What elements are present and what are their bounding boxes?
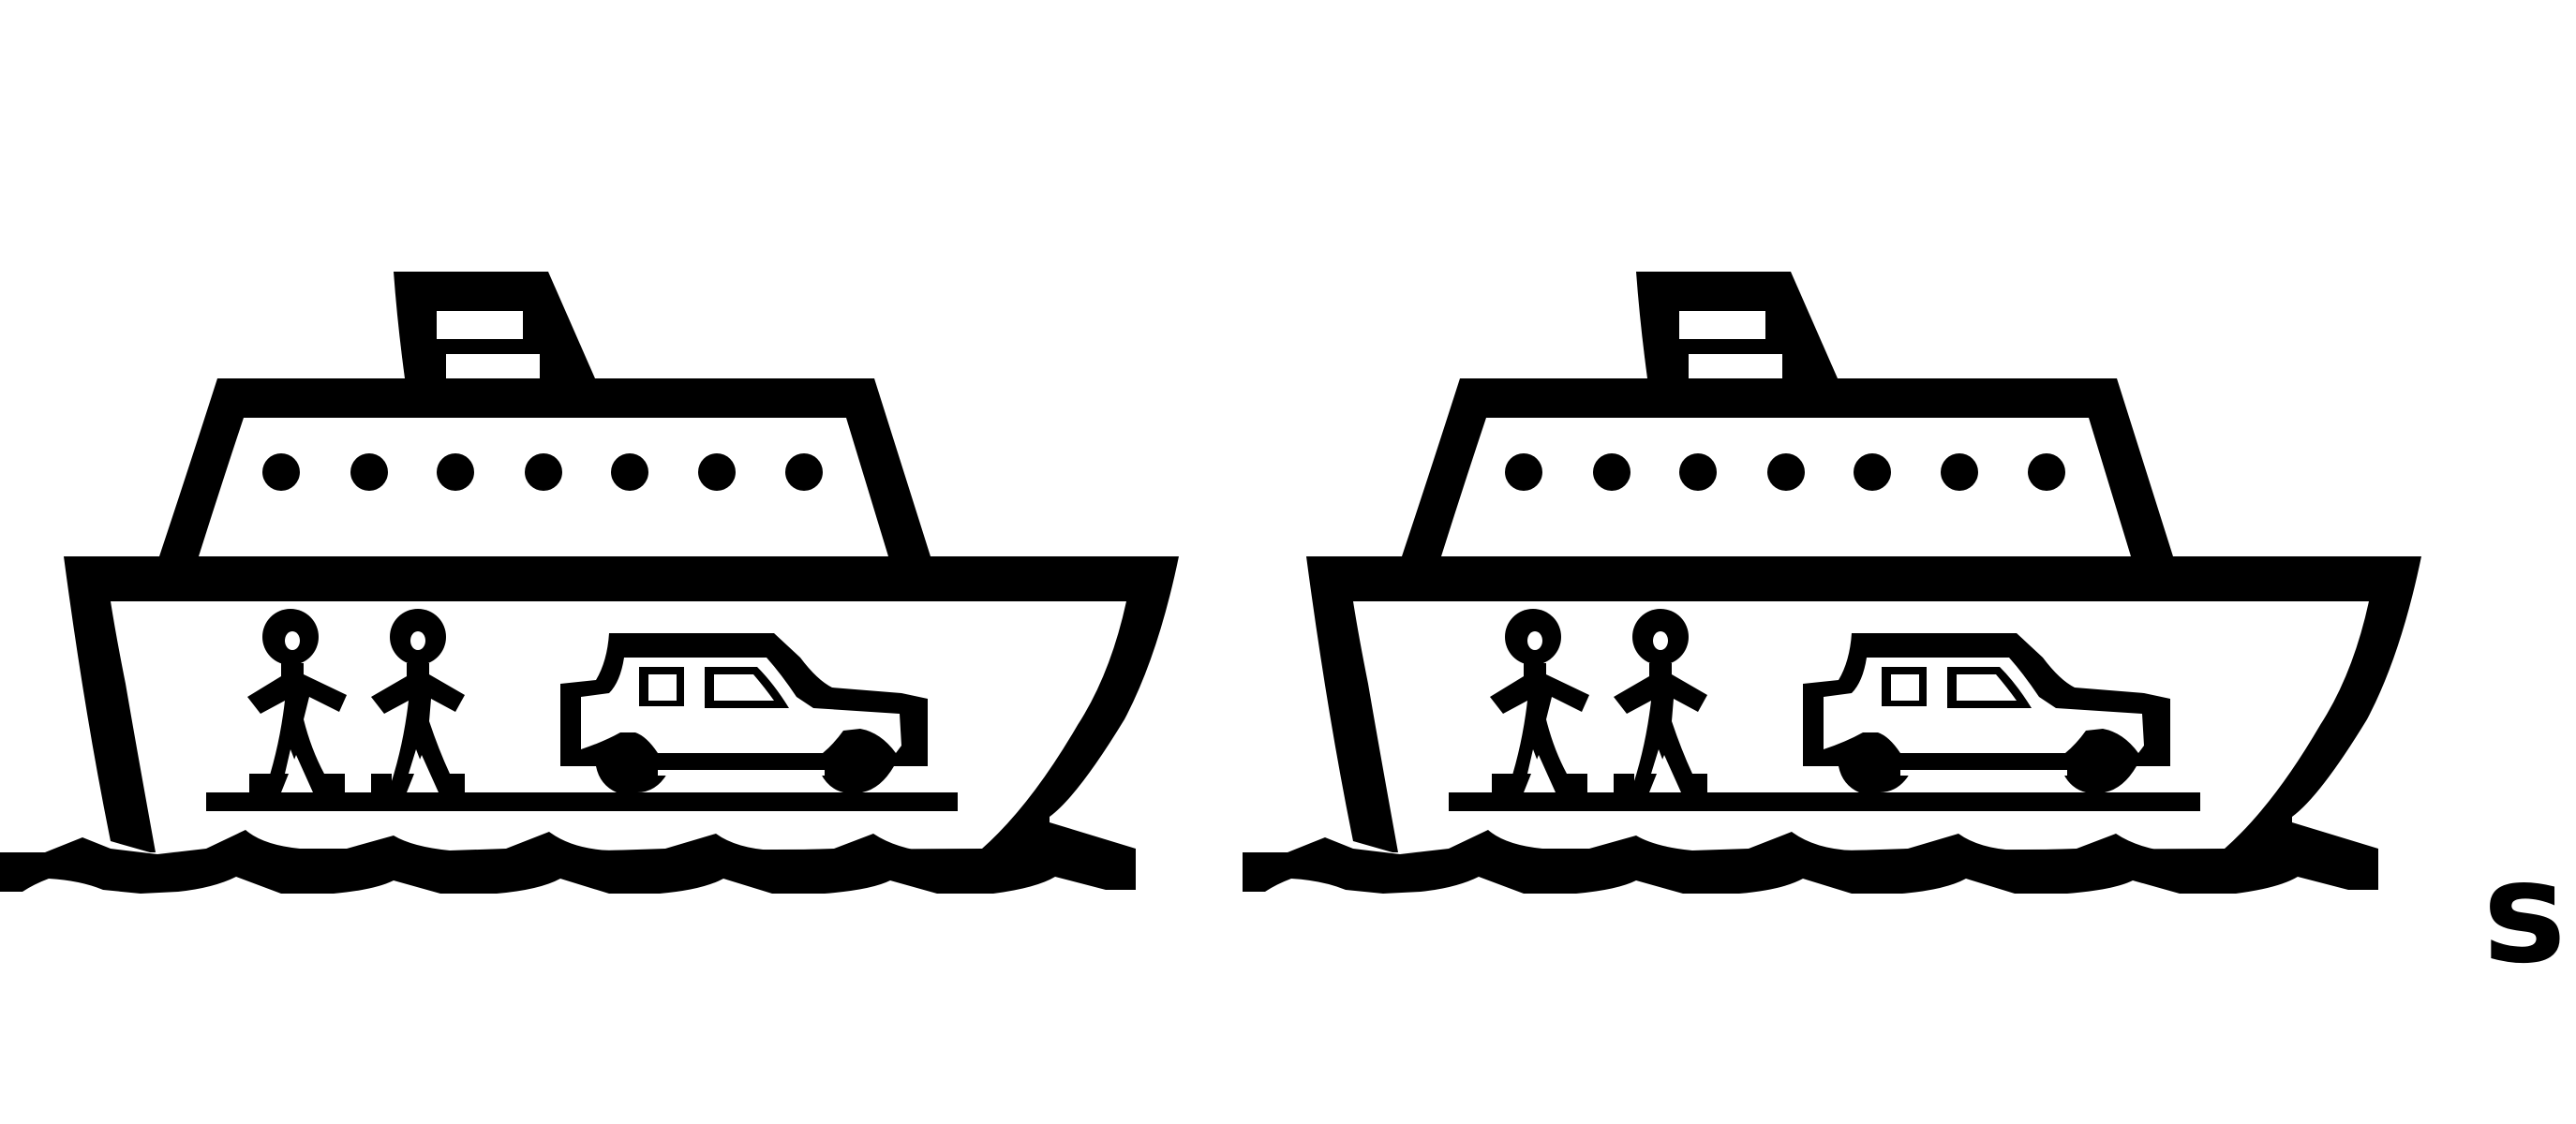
- ferry-icon-2: [1243, 272, 2421, 894]
- suffix-letter: s: [2482, 832, 2566, 995]
- ferry-icon-1: [0, 272, 1179, 894]
